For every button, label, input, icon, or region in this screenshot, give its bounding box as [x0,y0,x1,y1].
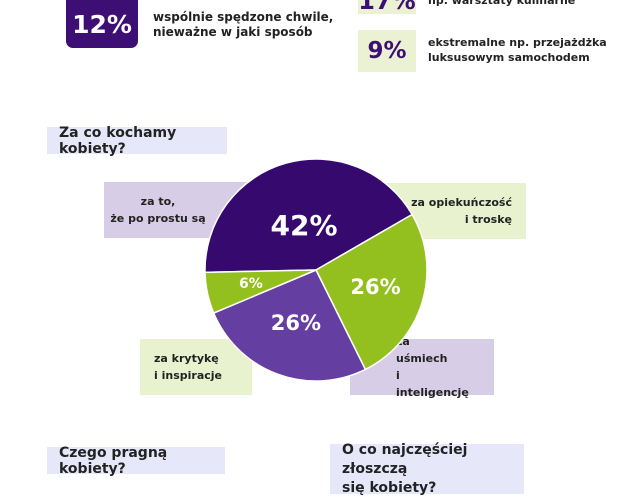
callout-critique: za krytykę i inspiracje [140,339,252,395]
callout-care-line1: za opiekuńczość [411,196,512,209]
section-love-header: Za co kochamy kobiety? [47,125,227,157]
section-anger-line1: O co najczęściej złoszczą [342,441,468,477]
stat-together-text: wspólnie spędzone chwile, nieważne w jak… [153,10,343,40]
stat-culinary-badge: 17% [358,0,416,14]
section-anger-line2: się kobiety? [342,479,437,496]
pct-smile: 26% [271,311,321,335]
stat-extreme-line2: luksusowym samochodem [428,51,590,64]
pct-just-being: 42% [271,209,338,242]
pct-critique: 6% [239,276,263,292]
section-anger-header: O co najczęściej złoszczą się kobiety? [330,441,524,496]
slice-care [315,213,428,371]
slice-critique [204,269,317,314]
stat-extreme-line1: ekstremalne np. przejażdżka [428,36,607,49]
callout-smile-line2: i inteligencję [396,369,469,399]
callout-just-being-line1: za to, [140,195,176,208]
stat-extreme-badge: 9% [358,30,416,72]
callout-just-being-line2: że po prostu są [110,212,206,225]
stat-together-badge: 12% [66,0,138,48]
callout-critique-line1: za krytykę [154,352,219,365]
section-desire-header: Czego pragną kobiety? [47,445,225,477]
callout-care-line2: i troskę [464,213,512,226]
stat-extreme-text: ekstremalne np. przejażdżka luksusowym s… [428,35,628,65]
callout-critique-line2: i inspiracje [154,369,222,382]
stat-culinary-text: np. warsztaty kulinarne [428,0,576,7]
stat-together-line1: wspólnie spędzone chwile, [153,10,334,24]
stat-together-line2: nieważne w jaki sposób [153,25,313,39]
pct-care: 26% [350,275,400,299]
